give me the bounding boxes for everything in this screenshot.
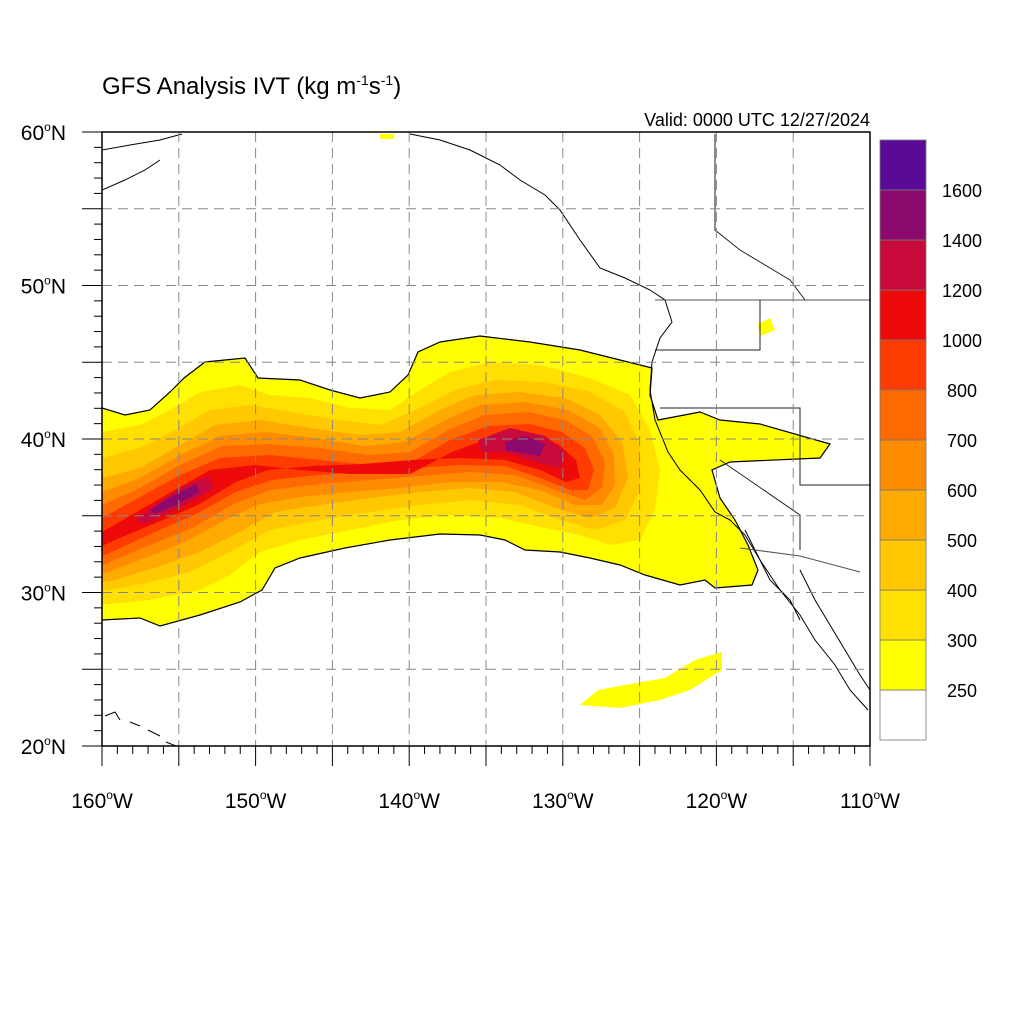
figure-title: GFS Analysis IVT (kg m-1s-1) bbox=[102, 72, 402, 100]
coastline-alaska-gulf bbox=[102, 133, 183, 151]
border-us-mexico bbox=[739, 547, 861, 573]
colorbar-box bbox=[879, 189, 927, 241]
colorbar: 250 300 400 500 600 700 800 1000 1200 1400 1600 bbox=[879, 139, 982, 741]
colorbar-box bbox=[879, 539, 927, 591]
lat-tick-labels: 60oN 50oN 40oN 30oN 20oN bbox=[21, 120, 66, 759]
colorbar-label: 250 bbox=[947, 681, 977, 701]
border-state-1 bbox=[655, 300, 761, 351]
lat-label: 20oN bbox=[21, 734, 66, 759]
colorbar-label: 1200 bbox=[942, 281, 982, 301]
ivt-250-speck bbox=[380, 134, 394, 139]
lon-tick-labels: 160oW 150oW 140oW 130oW 120oW 110oW bbox=[71, 788, 900, 813]
colorbar-label: 800 bbox=[947, 381, 977, 401]
border-state-2 bbox=[660, 407, 870, 486]
colorbar-box bbox=[879, 489, 927, 541]
lat-label: 50oN bbox=[21, 274, 66, 299]
lon-label: 110oW bbox=[840, 788, 900, 813]
lat-label: 60oN bbox=[21, 120, 66, 145]
ivt-250-region-south bbox=[580, 652, 722, 708]
lon-label: 150oW bbox=[225, 788, 287, 813]
lat-label: 30oN bbox=[21, 581, 66, 606]
colorbar-box bbox=[879, 339, 927, 391]
coastline-mainland-mexico bbox=[799, 569, 870, 691]
colorbar-box bbox=[879, 639, 927, 691]
ivt-250-contour bbox=[102, 335, 831, 627]
colorbar-box bbox=[879, 289, 927, 341]
colorbar-box bbox=[879, 589, 927, 641]
border-state-3 bbox=[719, 459, 801, 550]
lon-label: 120oW bbox=[686, 788, 748, 813]
colorbar-label: 1400 bbox=[942, 231, 982, 251]
ivt-1400-region bbox=[150, 484, 200, 514]
colorbar-label: 1600 bbox=[942, 181, 982, 201]
lon-label: 160oW bbox=[71, 788, 133, 813]
lon-label: 140oW bbox=[378, 788, 440, 813]
colorbar-label: 1000 bbox=[942, 331, 982, 351]
ivt-250-island bbox=[758, 318, 775, 336]
colorbar-label: 600 bbox=[947, 481, 977, 501]
colorbar-box bbox=[879, 389, 927, 441]
axis-ticks bbox=[82, 131, 871, 766]
map-gridlines bbox=[102, 132, 870, 746]
ivt-1400-region-east bbox=[505, 436, 545, 456]
valid-time-label: Valid: 0000 UTC 12/27/2024 bbox=[644, 110, 870, 130]
colorbar-label: 700 bbox=[947, 431, 977, 451]
lon-label: 130oW bbox=[532, 788, 594, 813]
colorbar-box bbox=[879, 139, 927, 191]
colorbar-label: 300 bbox=[947, 631, 977, 651]
ivt-contour-main bbox=[102, 335, 831, 627]
coastline-west-na bbox=[409, 133, 869, 711]
hawaii-islands bbox=[104, 711, 177, 746]
ivt-field bbox=[102, 134, 830, 708]
lat-label: 40oN bbox=[21, 427, 66, 452]
coastline-alaska-pen bbox=[102, 159, 161, 191]
colorbar-box bbox=[879, 689, 927, 741]
colorbar-box bbox=[879, 439, 927, 491]
colorbar-label: 400 bbox=[947, 581, 977, 601]
coastlines bbox=[102, 133, 870, 746]
colorbar-label: 500 bbox=[947, 531, 977, 551]
border-state-4 bbox=[714, 134, 806, 301]
colorbar-box bbox=[879, 239, 927, 291]
